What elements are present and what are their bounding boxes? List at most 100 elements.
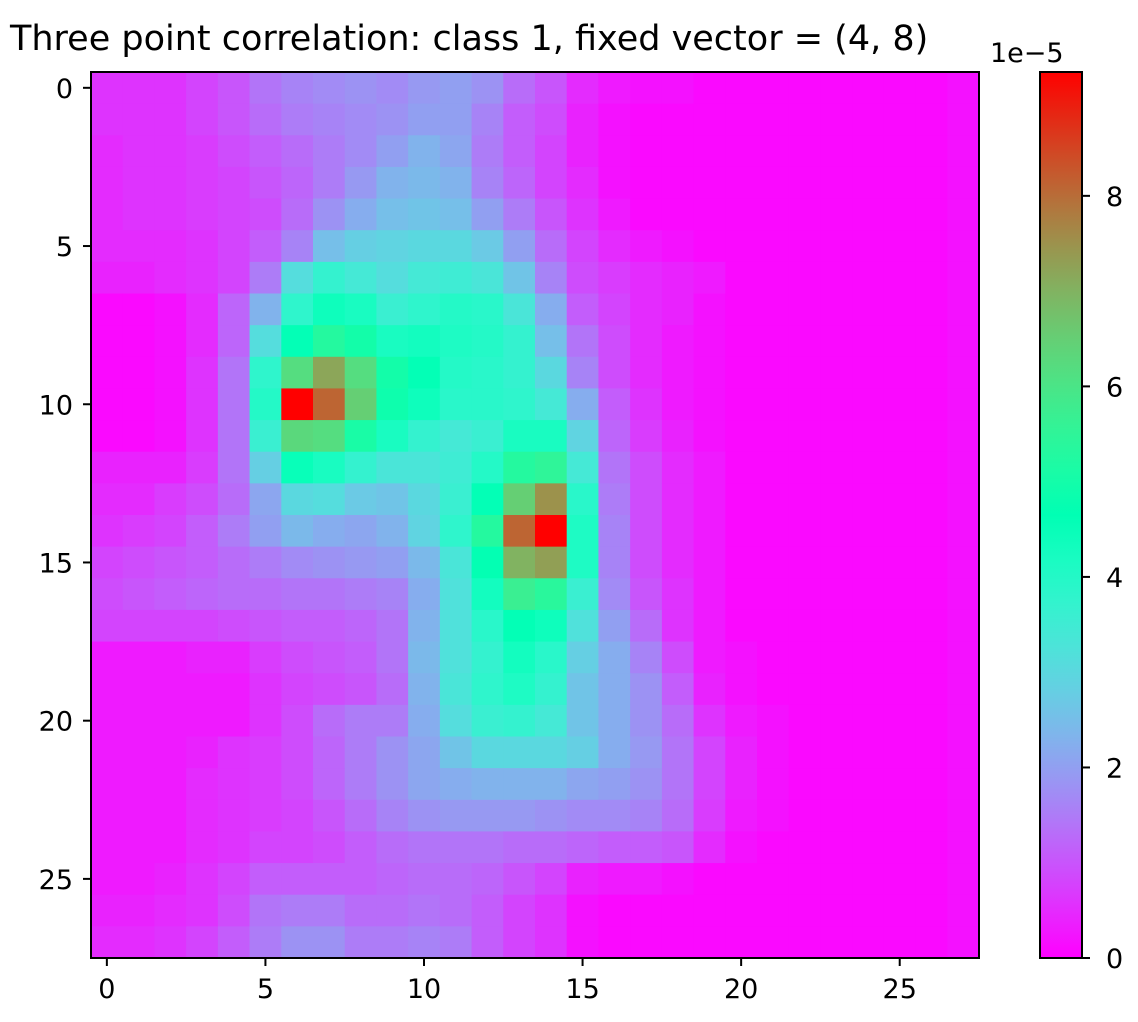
heatmap-cell	[947, 198, 980, 231]
heatmap-cell	[820, 261, 853, 295]
heatmap-cell	[947, 230, 980, 263]
heatmap-cell	[852, 515, 885, 548]
heatmap-cell	[408, 103, 441, 136]
heatmap-cell	[281, 736, 314, 769]
heatmap-cell	[883, 894, 917, 927]
heatmap-cell	[915, 768, 948, 801]
heatmap-cell	[281, 926, 314, 959]
heatmap-cell	[852, 198, 885, 231]
heatmap-cell	[503, 388, 536, 421]
heatmap-cell	[281, 103, 314, 136]
heatmap-cell	[788, 515, 822, 548]
heatmap-cell	[376, 293, 409, 326]
heatmap-cell	[122, 831, 156, 864]
heatmap-cell	[154, 578, 187, 611]
heatmap-cell	[883, 103, 917, 136]
colorbar-tick-label: 0	[1106, 944, 1123, 975]
heatmap-cell	[820, 609, 853, 643]
heatmap-cell	[725, 609, 758, 643]
heatmap-cell	[249, 546, 282, 579]
heatmap-cell	[217, 768, 251, 801]
heatmap-cell	[281, 483, 314, 516]
heatmap-cell	[408, 451, 441, 484]
heatmap-cell	[535, 894, 568, 927]
heatmap-cell	[122, 704, 156, 738]
heatmap-cell	[217, 673, 251, 706]
heatmap-cell	[344, 135, 378, 168]
heatmap-cell	[820, 483, 853, 516]
heatmap-cell	[883, 736, 917, 769]
heatmap-cell	[408, 831, 441, 864]
heatmap-cell	[598, 831, 631, 864]
heatmap-cell	[281, 799, 314, 833]
heatmap-cell	[249, 325, 282, 358]
heatmap-cell	[947, 609, 980, 643]
heatmap-cell	[471, 293, 504, 326]
heatmap-cell	[598, 198, 631, 231]
heatmap-cell	[535, 388, 568, 421]
x-tick-label: 5	[257, 974, 274, 1005]
heatmap-cell	[693, 515, 726, 548]
heatmap-cell	[947, 578, 980, 611]
heatmap-cell	[344, 926, 378, 959]
heatmap-cell	[376, 673, 409, 706]
heatmap-cell	[630, 863, 663, 896]
heatmap-cell	[566, 388, 600, 421]
heatmap-cell	[661, 166, 695, 200]
heatmap-cell	[693, 483, 726, 516]
heatmap-cell	[757, 578, 790, 611]
heatmap-cell	[313, 736, 346, 769]
heatmap-cell	[820, 356, 853, 390]
heatmap-cell	[471, 103, 504, 136]
heatmap-cell	[820, 704, 853, 738]
heatmap-cell	[598, 578, 631, 611]
heatmap-cell	[217, 641, 251, 674]
heatmap-cell	[91, 863, 124, 896]
heatmap-cell	[471, 515, 504, 548]
heatmap-cell	[154, 736, 187, 769]
heatmap-cell	[408, 325, 441, 358]
heatmap-cell	[471, 135, 504, 168]
heatmap-cell	[598, 325, 631, 358]
heatmap-cell	[852, 420, 885, 453]
heatmap-cell	[503, 230, 536, 263]
colorbar-tick-label: 8	[1106, 182, 1123, 213]
heatmap-cell	[566, 863, 600, 896]
heatmap-cell	[566, 673, 600, 706]
heatmap-cell	[249, 356, 282, 390]
heatmap-cell	[439, 483, 473, 516]
heatmap-cell	[281, 261, 314, 295]
heatmap-cell	[249, 420, 282, 453]
heatmap-cell	[186, 198, 219, 231]
heatmap-cell	[820, 894, 853, 927]
heatmap-cell	[281, 768, 314, 801]
heatmap-cell	[915, 198, 948, 231]
heatmap-cell	[566, 704, 600, 738]
heatmap-cell	[915, 451, 948, 484]
heatmap-cell	[154, 673, 187, 706]
heatmap-cell	[281, 451, 314, 484]
heatmap-cell	[439, 103, 473, 136]
heatmap-cell	[408, 420, 441, 453]
heatmap-cell	[376, 388, 409, 421]
heatmap-cell	[598, 261, 631, 295]
heatmap-cell	[820, 673, 853, 706]
heatmap-cell	[281, 293, 314, 326]
heatmap-cell	[186, 831, 219, 864]
heatmap-cell	[313, 72, 346, 105]
heatmap-cell	[566, 451, 600, 484]
heatmap-cell	[915, 103, 948, 136]
heatmap-cell	[281, 135, 314, 168]
heatmap-cell	[535, 451, 568, 484]
heatmap-cell	[915, 325, 948, 358]
heatmap-cell	[757, 799, 790, 833]
heatmap-cell	[757, 103, 790, 136]
heatmap-cell	[757, 546, 790, 579]
heatmap-cell	[217, 293, 251, 326]
heatmap-cell	[217, 420, 251, 453]
heatmap-cell	[186, 356, 219, 390]
heatmap-cell	[154, 799, 187, 833]
heatmap-cell	[661, 451, 695, 484]
heatmap-cell	[757, 704, 790, 738]
heatmap-cell	[313, 293, 346, 326]
